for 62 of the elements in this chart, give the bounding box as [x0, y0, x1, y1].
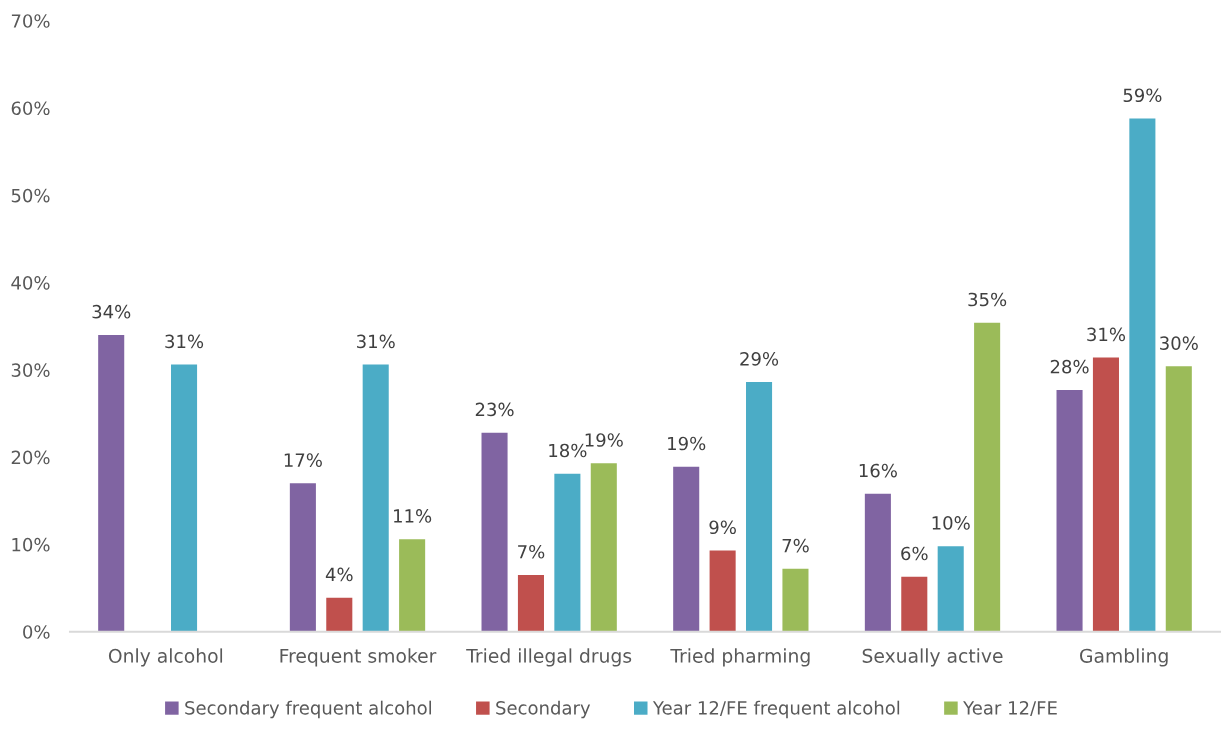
- data-label: 30%: [1160, 336, 1198, 350]
- y-tick-label: 10%: [12, 537, 50, 552]
- bar: [362, 364, 389, 632]
- data-label: 18%: [549, 443, 587, 458]
- bar: [554, 473, 581, 632]
- data-label: 31%: [357, 334, 395, 349]
- data-label: 11%: [394, 509, 432, 523]
- bar: [289, 483, 316, 632]
- bar: [1056, 389, 1083, 632]
- data-label: 4%: [325, 567, 353, 582]
- legend-label: Secondary: [496, 700, 591, 719]
- y-tick-label: 20%: [11, 450, 50, 465]
- data-label: 31%: [165, 334, 204, 349]
- legend-label: Secondary frequent alcohol: [185, 700, 432, 719]
- bar: [1092, 357, 1119, 632]
- data-label: 34%: [92, 304, 131, 319]
- bar: [98, 334, 125, 632]
- data-label: 17%: [284, 453, 322, 467]
- data-label: 10%: [932, 516, 970, 530]
- y-tick-label: 60%: [11, 101, 50, 116]
- bar: [326, 597, 353, 632]
- bar: [974, 322, 1001, 632]
- bar: [937, 546, 964, 632]
- bar: [1129, 118, 1156, 632]
- data-label: 7%: [782, 538, 809, 553]
- x-tick-label: Tried pharming: [670, 648, 810, 667]
- x-tick-label: Gambling: [1080, 648, 1168, 667]
- bar: [673, 466, 700, 632]
- bar: [171, 364, 198, 632]
- bar: [590, 463, 617, 632]
- data-label: 19%: [668, 436, 706, 451]
- y-tick-label: 30%: [11, 363, 50, 377]
- bar: [864, 493, 891, 632]
- y-tick-label: 0%: [23, 625, 50, 639]
- data-label: 6%: [901, 546, 928, 561]
- legend-label: Year 12/FE frequent alcohol: [652, 700, 900, 719]
- data-label: 23%: [475, 402, 514, 417]
- bar: [399, 539, 426, 632]
- data-label: 9%: [709, 520, 736, 535]
- data-label: 31%: [1087, 327, 1126, 342]
- data-label: 28%: [1050, 359, 1089, 374]
- x-tick-label: Only alcohol: [108, 648, 223, 667]
- data-label: 19%: [585, 433, 623, 447]
- data-label: 16%: [859, 463, 897, 478]
- y-tick-label: 50%: [11, 188, 50, 203]
- y-tick-label: 40%: [11, 276, 50, 290]
- bar: [1165, 366, 1192, 632]
- bar: [709, 550, 736, 632]
- data-label: 59%: [1123, 88, 1162, 103]
- y-tick-label: 70%: [11, 14, 50, 28]
- bar: [782, 568, 809, 632]
- x-tick-label: Tried illegal drugs: [466, 648, 632, 667]
- bar: [517, 574, 544, 632]
- x-tick-label: Frequent smoker: [280, 648, 437, 667]
- data-label: 7%: [518, 544, 545, 559]
- bar: [901, 576, 928, 632]
- x-tick-label: Sexually active: [862, 648, 1003, 667]
- bar: [481, 432, 508, 632]
- data-label: 29%: [740, 352, 779, 366]
- data-label: 35%: [968, 292, 1007, 307]
- bar: [746, 382, 773, 632]
- legend-label: Year 12/FE: [963, 701, 1057, 717]
